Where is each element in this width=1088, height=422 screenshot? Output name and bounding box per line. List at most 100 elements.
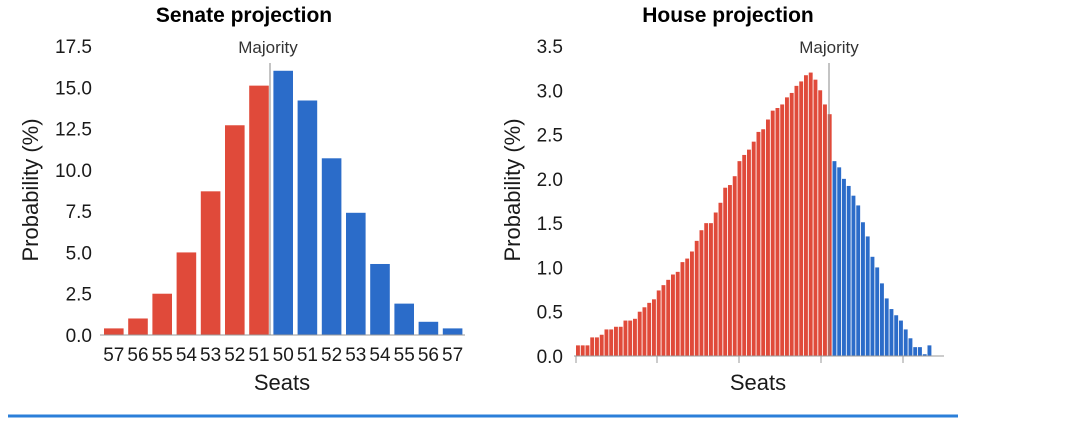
senate-bar-56: [418, 321, 439, 335]
senate-bar-52: [321, 158, 342, 335]
senate-y-tick-label: 2.5: [66, 285, 92, 306]
house-bar: [827, 114, 832, 356]
house-x-axis-label: Seats: [730, 370, 786, 395]
house-bar: [585, 345, 590, 356]
house-bar: [590, 337, 595, 356]
senate-bar-51: [249, 85, 269, 336]
house-bar: [723, 187, 728, 356]
house-bar: [908, 338, 913, 356]
house-bar: [851, 195, 856, 356]
senate-x-tick-label: 53: [345, 345, 366, 366]
house-bar: [713, 212, 718, 356]
house-bar: [637, 311, 642, 356]
senate-x-tick-label: 51: [248, 345, 269, 366]
house-bar: [927, 345, 932, 356]
house-bar: [899, 320, 903, 356]
senate-x-tick-label: 53: [200, 345, 221, 366]
house-bar: [704, 223, 709, 356]
house-bar: [623, 320, 628, 356]
house-bar: [775, 108, 780, 356]
house-bar: [576, 345, 580, 356]
house-bar: [903, 329, 908, 356]
house-y-tick-label: 1.0: [537, 258, 563, 279]
house-title: House projection: [642, 4, 814, 27]
house-bar: [732, 176, 737, 356]
house-bar: [794, 85, 799, 356]
house-bar: [580, 345, 585, 356]
senate-x-tick-label: 52: [224, 345, 245, 366]
house-bar: [770, 110, 775, 357]
house-bar: [694, 240, 699, 356]
house-bar: [808, 72, 813, 357]
senate-bar-53: [346, 212, 366, 335]
house-bar: [823, 104, 827, 356]
senate-x-tick-label: 57: [103, 345, 124, 366]
house-bar: [818, 90, 823, 357]
senate-bar-54: [176, 252, 197, 335]
senate-bar-50: [273, 70, 293, 336]
house-majority-label: Majority: [799, 38, 859, 57]
house-bar: [742, 154, 747, 356]
house-bar: [804, 75, 808, 356]
senate-y-tick-label: 17.5: [55, 37, 92, 58]
senate-x-tick-label: 56: [127, 345, 148, 366]
house-bar: [861, 222, 865, 356]
senate-x-tick-label: 55: [152, 345, 173, 366]
house-bar: [785, 97, 789, 356]
house-bar: [618, 326, 623, 356]
house-y-tick-label: 1.5: [537, 214, 563, 235]
house-bar: [595, 337, 599, 356]
house-bar: [628, 320, 633, 356]
senate-bar-55: [394, 303, 414, 335]
senate-y-tick-label: 0.0: [66, 326, 92, 347]
senate-y-tick-label: 5.0: [66, 243, 92, 264]
senate-x-tick-label: 55: [394, 345, 415, 366]
house-y-axis-label: Probability (%): [500, 118, 525, 261]
house-bar: [889, 309, 894, 356]
senate-bar-51: [297, 100, 318, 335]
house-bar: [856, 205, 861, 356]
house-bar: [599, 334, 604, 356]
house-bar: [614, 326, 618, 356]
house-bar: [766, 119, 770, 356]
house-bar: [870, 256, 875, 356]
house-bar: [647, 302, 652, 356]
senate-chart: Senate projection 0.0 2.5 5.0 7.5 10.0 12.5 15…: [18, 4, 465, 395]
house-bar: [604, 329, 609, 356]
house-bar: [789, 92, 794, 356]
house-bar: [709, 223, 713, 356]
senate-y-tick-label: 15.0: [55, 78, 92, 99]
house-bar: [690, 251, 694, 356]
house-bar: [884, 298, 889, 356]
house-bar: [846, 185, 851, 356]
senate-bar-53: [200, 191, 221, 335]
house-bar: [894, 315, 899, 356]
senate-bar-57: [442, 328, 463, 335]
senate-y-tick-label: 12.5: [55, 120, 92, 141]
house-bar: [680, 262, 685, 356]
house-bar: [913, 347, 918, 356]
house-y-tick-label: 2.0: [537, 170, 563, 191]
house-bar: [737, 161, 742, 356]
house-y-tick-label: 2.5: [537, 126, 563, 147]
house-bar: [699, 230, 704, 356]
senate-bar-54: [370, 263, 390, 335]
senate-x-tick-label: 57: [442, 345, 463, 366]
senate-y-tick-label: 7.5: [66, 202, 92, 223]
senate-bar-55: [152, 293, 172, 335]
senate-x-axis-label: Seats: [254, 370, 310, 395]
house-bar: [675, 271, 680, 356]
senate-x-tick-label: 54: [176, 345, 198, 366]
senate-x-tick-label: 56: [418, 345, 439, 366]
senate-x-tick-label: 51: [297, 345, 318, 366]
house-bar: [842, 178, 846, 356]
house-y-tick-label: 0.5: [537, 303, 563, 324]
house-bar: [633, 318, 637, 356]
house-bar: [751, 141, 756, 356]
senate-bar-56: [128, 318, 148, 335]
house-bar: [756, 131, 761, 356]
senate-x-tick-label: 52: [321, 345, 342, 366]
house-bar: [685, 258, 690, 356]
house-y-tick-label: 0.0: [537, 347, 563, 368]
